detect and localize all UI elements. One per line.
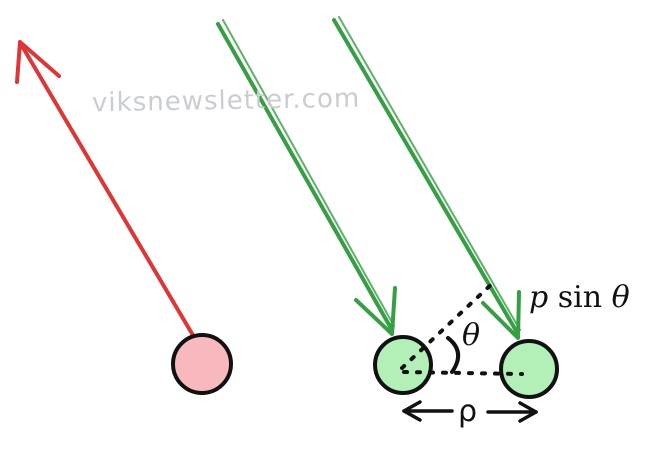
spacing-double-arrow — [402, 400, 538, 423]
red-ball — [171, 333, 233, 395]
p-sin-theta-label: p sin θ — [529, 280, 630, 315]
green-ball-right — [499, 339, 559, 399]
theta-angle-arc — [446, 336, 460, 374]
theta-label: θ — [462, 318, 481, 353]
theta-symbol: θ — [611, 280, 630, 315]
p-symbol: p — [529, 280, 549, 315]
dotted-perpendicular-line — [400, 278, 498, 370]
watermark-text: viksnewsletter.com — [91, 83, 361, 119]
green-arrow-left — [216, 19, 397, 336]
spacing-label: ρ — [458, 394, 478, 429]
sin-text: sin — [557, 280, 603, 315]
red-arrow — [15, 40, 196, 339]
green-arrow-right — [332, 16, 521, 340]
